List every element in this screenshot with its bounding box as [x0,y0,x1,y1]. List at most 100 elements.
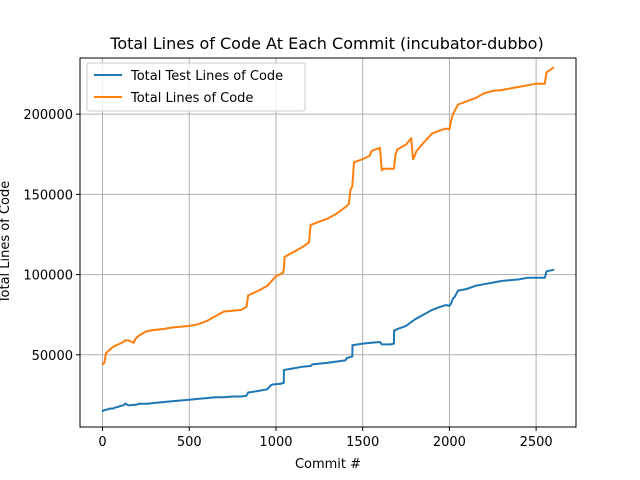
axis-ticks: 0 500 1000 1500 2000 2500 50000 100000 150000 200… [23,108,552,450]
data-point [271,383,274,386]
data-point [543,82,546,85]
data-point [245,394,248,397]
data-point [129,404,132,407]
data-point [545,270,548,273]
data-point [445,304,447,306]
data-point [162,401,165,403]
data-point [389,343,392,346]
data-point [327,361,329,364]
data-point [119,405,121,407]
data-point [283,256,286,258]
data-point [448,128,451,131]
data-point [197,323,199,326]
data-point [405,325,407,327]
data-point [179,399,182,402]
data-point [282,272,284,274]
data-point [292,251,295,254]
data-point [351,185,354,188]
data-point [309,365,312,367]
data-point [106,408,109,411]
data-point [179,325,182,328]
data-point [240,395,243,398]
data-point [393,167,395,170]
data-point [413,155,416,157]
data-point [422,142,425,144]
data-point [275,275,277,278]
data-point [445,127,447,130]
data-point [266,388,269,391]
data-point [247,294,250,297]
chart-title: Total Lines of Code At Each Commit (incu… [109,34,543,53]
y-tick-label: 100000 [23,269,73,284]
data-point [257,390,260,392]
data-point [188,398,191,401]
data-point [439,305,442,308]
data-point [393,342,395,345]
x-tick-label: 0 [98,435,106,450]
y-tick-label: 150000 [23,188,73,203]
data-point [266,284,269,287]
data-point [223,310,225,313]
data-point [346,357,348,359]
data-point [146,402,149,405]
data-point [117,406,120,408]
data-point [448,305,451,307]
data-point [431,309,433,311]
data-point [282,382,285,384]
data-point [171,400,173,403]
data-point [205,397,208,399]
data-point [535,276,537,279]
data-point [113,406,116,409]
data-point [101,363,104,366]
data-point [474,97,477,99]
data-point [431,132,433,135]
data-point [138,402,140,405]
data-point [405,143,407,146]
data-point [349,188,352,191]
data-point [412,158,414,161]
x-axis-title: Commit # [295,457,361,472]
data-point [269,384,272,387]
data-point [138,334,140,337]
data-point [535,82,537,85]
data-point [368,155,371,157]
data-point [103,409,106,412]
data-point [108,407,111,410]
data-point [301,365,303,368]
data-point [205,320,208,322]
data-point [500,89,503,91]
data-point [380,169,383,172]
data-point [122,404,125,407]
data-point [491,90,494,92]
data-point [127,339,130,342]
data-point [545,71,548,74]
data-point [112,345,114,348]
data-point [214,396,217,399]
data-point [292,367,295,370]
data-point [483,283,485,286]
data-point [452,297,454,300]
data-point [327,217,329,220]
data-point [145,330,147,333]
data-point [231,309,234,312]
data-point [455,292,458,295]
data-point [245,305,248,308]
data-point [422,313,425,316]
data-point [439,129,442,132]
x-tick-label: 2500 [520,435,553,450]
data-point [351,344,354,347]
data-point [136,336,139,339]
data-point [347,203,350,205]
data-point [394,153,397,156]
data-point [500,280,503,282]
data-point [457,289,459,292]
x-tick-label: 500 [177,435,202,450]
data-point [410,137,413,140]
legend: Total Test Lines of Code Total Lines of … [86,62,306,112]
data-point [318,220,321,223]
data-point [101,410,104,412]
data-point [122,341,125,343]
data-point [361,158,364,161]
data-point [223,396,225,399]
data-point [188,325,191,327]
